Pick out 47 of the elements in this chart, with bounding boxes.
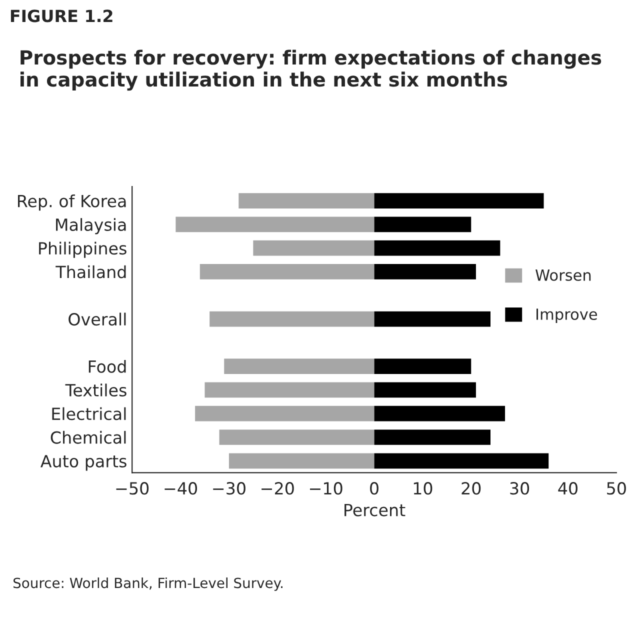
bar	[374, 311, 490, 327]
legend-label: Worsen	[536, 270, 591, 281]
bar	[238, 193, 374, 208]
bar	[219, 430, 374, 445]
bar	[253, 240, 374, 256]
bar	[374, 264, 476, 280]
y-tick-label: Chemical	[50, 430, 126, 444]
y-tick-label: Electrical	[52, 407, 126, 420]
x-tick-label: 40	[558, 482, 578, 495]
bar	[374, 406, 506, 422]
bar	[200, 264, 374, 280]
y-tick-label: Thailand	[56, 265, 126, 278]
bar	[224, 358, 374, 374]
x-tick-label: −10	[310, 482, 342, 495]
x-axis-title: Percent	[344, 504, 406, 516]
bar	[210, 311, 374, 327]
x-tick-label: 50	[607, 482, 626, 495]
y-tick-label: Food	[88, 360, 126, 373]
bar	[374, 453, 549, 469]
bar	[195, 406, 374, 422]
legend-label: Improve	[536, 308, 598, 323]
x-tick-label: 10	[414, 482, 432, 495]
bar	[374, 240, 500, 256]
y-tick-label: Philippines	[39, 242, 126, 258]
y-tick-label: Textiles	[65, 384, 126, 397]
x-tick-label: −30	[213, 482, 246, 495]
bar	[374, 430, 490, 445]
caption: FIGURE 1.2	[10, 10, 112, 22]
bar	[374, 358, 472, 374]
y-tick-label: Rep. of Korea	[18, 194, 126, 211]
x-tick-label: 0	[370, 482, 378, 495]
bar	[176, 216, 374, 232]
y-tick-label: Malaysia	[56, 218, 126, 234]
bar	[204, 382, 374, 398]
source-note: Source: World Bank, Firm-Level Survey.	[13, 577, 282, 591]
x-tick-label: −40	[164, 482, 197, 495]
y-tick-label: Overall	[68, 312, 126, 326]
bar	[374, 382, 476, 398]
bar	[228, 453, 374, 469]
x-tick-label: 30	[510, 482, 530, 495]
bar	[374, 216, 472, 232]
chart-title: Prospects for recovery: firm expectations of changes in capacity utilization in the next six months	[20, 50, 602, 91]
x-tick-label: 20	[462, 482, 481, 495]
bar	[374, 193, 544, 208]
x-tick-label: −50	[116, 482, 149, 495]
y-tick-label: Auto parts	[40, 455, 126, 471]
x-tick-label: −20	[262, 482, 294, 495]
